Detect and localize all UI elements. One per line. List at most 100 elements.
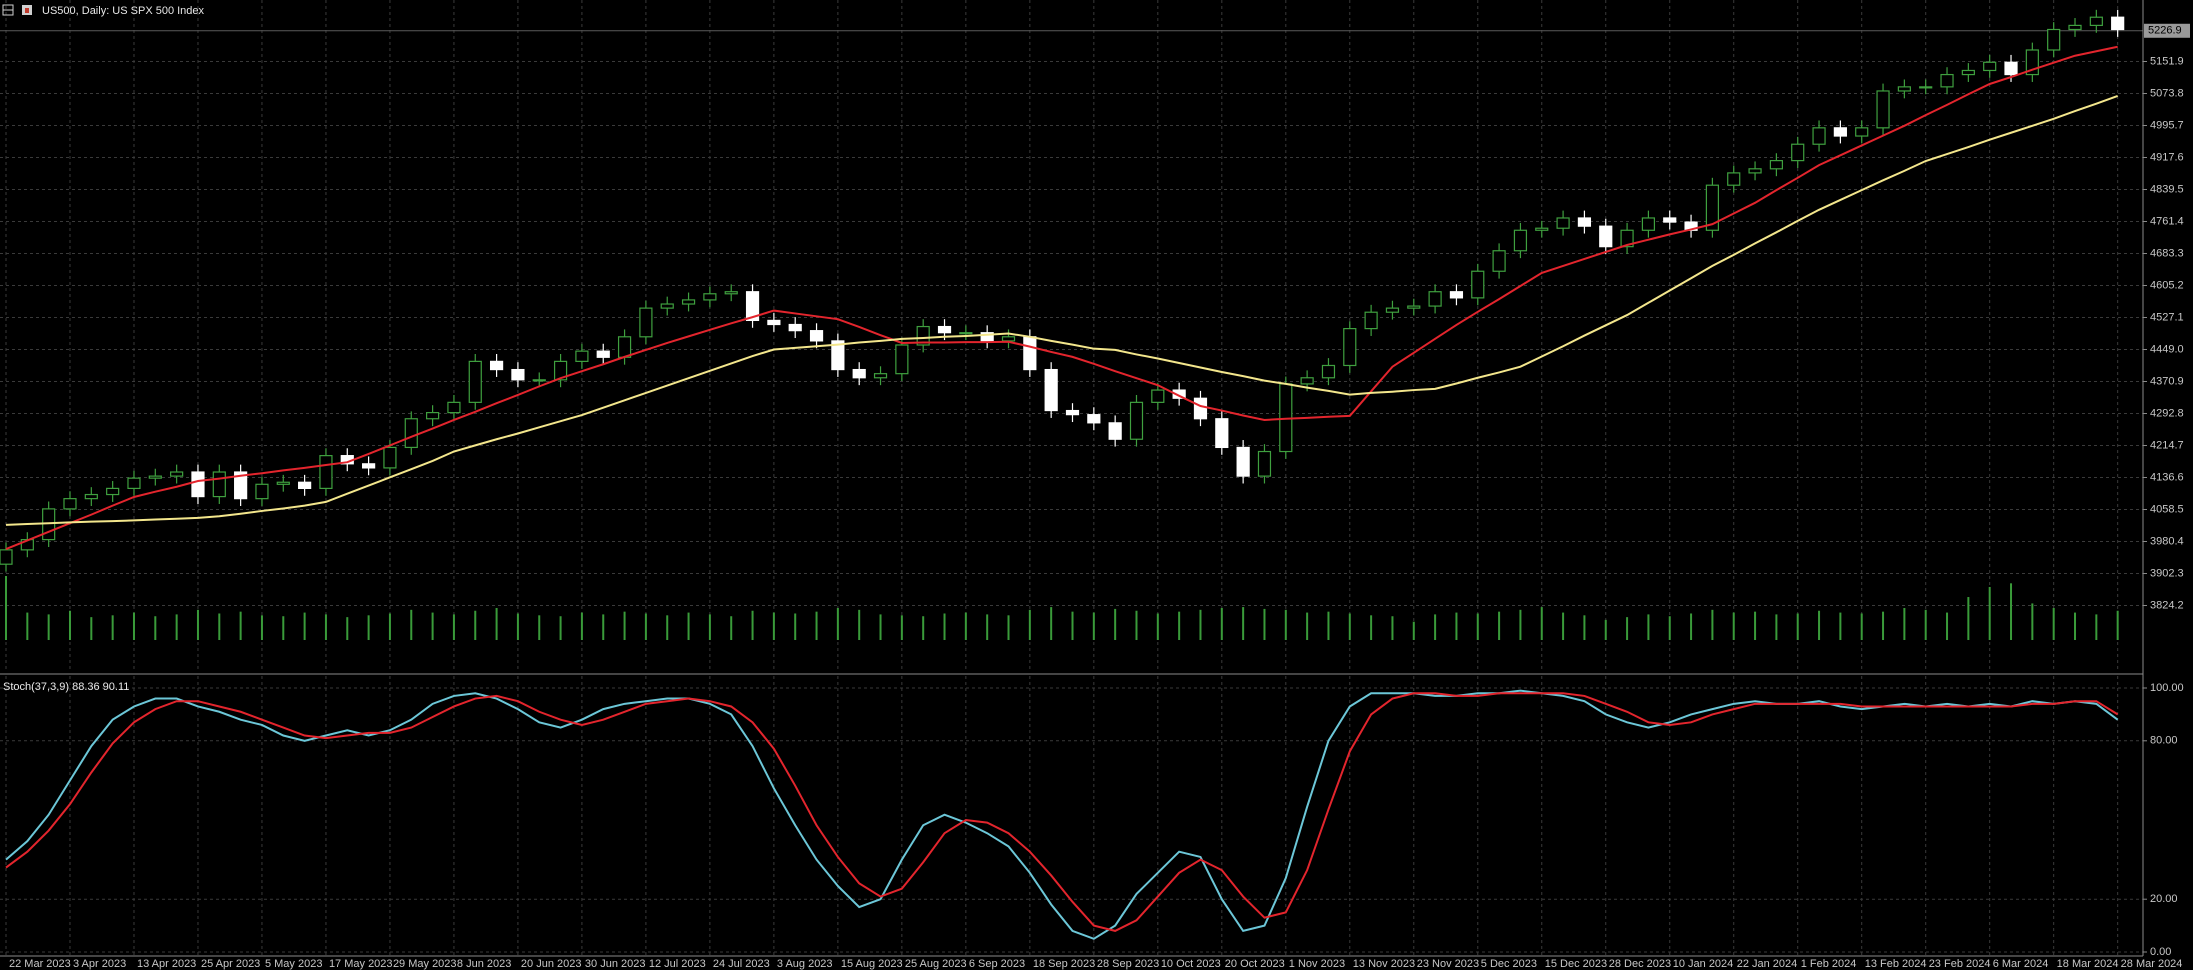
volume-bar — [2116, 610, 2119, 640]
toolbar-icons — [2, 4, 32, 16]
volume-bar — [623, 611, 626, 640]
candle-body — [1108, 422, 1122, 440]
candle-body — [1321, 364, 1336, 379]
candle-body — [553, 360, 568, 381]
x-tick-label: 17 May 2023 — [329, 958, 393, 970]
volume-bar — [986, 614, 989, 640]
y-tick-label: 4449.0 — [2150, 343, 2184, 355]
candle-body — [1897, 86, 1911, 92]
y-tick-label: 5151.9 — [2150, 55, 2184, 67]
candle-body — [148, 475, 162, 479]
x-tick-label: 23 Nov 2023 — [1417, 958, 1479, 970]
candle-body — [1599, 225, 1613, 248]
volume-bar — [495, 608, 498, 640]
volume-bar — [132, 612, 135, 640]
indicator-title: Stoch(37,3,9) 88.36 90.11 — [3, 681, 129, 693]
volume-bar — [1242, 607, 1245, 640]
volume-bar — [1988, 586, 1991, 640]
volume-bar — [1946, 612, 1949, 640]
x-tick-label: 13 Nov 2023 — [1353, 958, 1415, 970]
x-tick-label: 28 Sep 2023 — [1097, 958, 1159, 970]
volume-bar — [538, 615, 541, 640]
candle-body — [873, 373, 888, 379]
candle-body — [1940, 73, 1954, 88]
x-tick-label: 3 Apr 2023 — [73, 958, 126, 970]
volume-bar — [1092, 612, 1095, 640]
volume-bar — [5, 576, 7, 640]
x-tick-label: 30 Jun 2023 — [585, 958, 646, 970]
candle-body — [383, 446, 397, 469]
candle-body — [1044, 368, 1058, 412]
volume-bar — [1434, 614, 1437, 640]
volume-bar — [1690, 613, 1693, 640]
x-tick-label: 15 Dec 2023 — [1545, 958, 1607, 970]
volume-bar — [431, 612, 434, 640]
candle-body — [2111, 16, 2125, 31]
candle-body — [255, 483, 269, 500]
candle-body — [1620, 229, 1634, 248]
volume-bar — [602, 614, 605, 640]
volume-bar — [1370, 615, 1373, 640]
volume-bar — [1306, 612, 1309, 640]
y-tick-label: 3980.4 — [2150, 535, 2184, 547]
volume-bar — [1156, 613, 1159, 640]
candle-body — [298, 481, 312, 489]
x-tick-label: 15 Aug 2023 — [841, 958, 903, 970]
candle-body — [1855, 127, 1869, 137]
y-tick-label: 5073.8 — [2150, 87, 2184, 99]
y-tick-label: 4370.9 — [2150, 375, 2184, 387]
candle-body — [788, 323, 802, 332]
volume-bar — [1007, 615, 1010, 640]
candle-body — [106, 487, 120, 496]
candle-body — [489, 360, 504, 371]
candle-body — [1492, 250, 1506, 272]
volume-bar — [1903, 608, 1906, 640]
candle-body — [1535, 227, 1549, 231]
y-tick-label: 4995.7 — [2150, 119, 2184, 131]
volume-bar — [1327, 611, 1330, 640]
y-tick-label: 80.00 — [2150, 735, 2178, 747]
candle-body — [1705, 184, 1720, 231]
indicator-line — [5, 689, 2119, 940]
candle-body — [1129, 401, 1144, 440]
candle-body — [937, 325, 952, 334]
candle-body — [1919, 86, 1933, 89]
candle-body — [1001, 336, 1016, 342]
volume-bar — [410, 609, 413, 640]
volume-bar — [922, 616, 925, 640]
x-tick-label: 10 Oct 2023 — [1161, 958, 1221, 970]
volume-bar — [1071, 611, 1074, 640]
candle-body — [1257, 450, 1272, 477]
volume-bar — [26, 612, 29, 640]
candle-body — [212, 471, 226, 498]
candle-body — [362, 463, 376, 469]
candle-body — [404, 418, 418, 449]
candle-body — [1727, 172, 1741, 186]
volume-bar — [154, 616, 157, 640]
x-tick-label: 8 Jun 2023 — [457, 958, 511, 970]
volume-bar — [1860, 613, 1863, 640]
moving-average-line — [5, 94, 2119, 526]
grid-layer — [0, 0, 2143, 955]
candle-body — [1151, 389, 1165, 403]
volume-bar — [1455, 612, 1458, 640]
y-tick-label: 4214.7 — [2150, 439, 2184, 451]
volume-bar — [1284, 609, 1287, 640]
volume-bar — [815, 611, 818, 640]
volume-bar — [1476, 613, 1479, 640]
volume-bar — [239, 611, 242, 640]
volume-bar — [282, 616, 285, 640]
candle-body — [1663, 217, 1677, 223]
candle-body — [767, 319, 781, 326]
volume-bar — [794, 613, 797, 640]
candle-body — [1961, 69, 1975, 76]
candle-body — [1641, 217, 1656, 231]
volume-bar — [1199, 609, 1202, 640]
volume-bar — [474, 610, 477, 640]
volume-bar — [559, 616, 562, 640]
candle-body — [1300, 377, 1314, 385]
volume-bar — [260, 615, 263, 640]
candle-body — [1513, 229, 1528, 252]
volume-bar — [196, 609, 199, 640]
x-tick-label: 18 Sep 2023 — [1033, 958, 1095, 970]
